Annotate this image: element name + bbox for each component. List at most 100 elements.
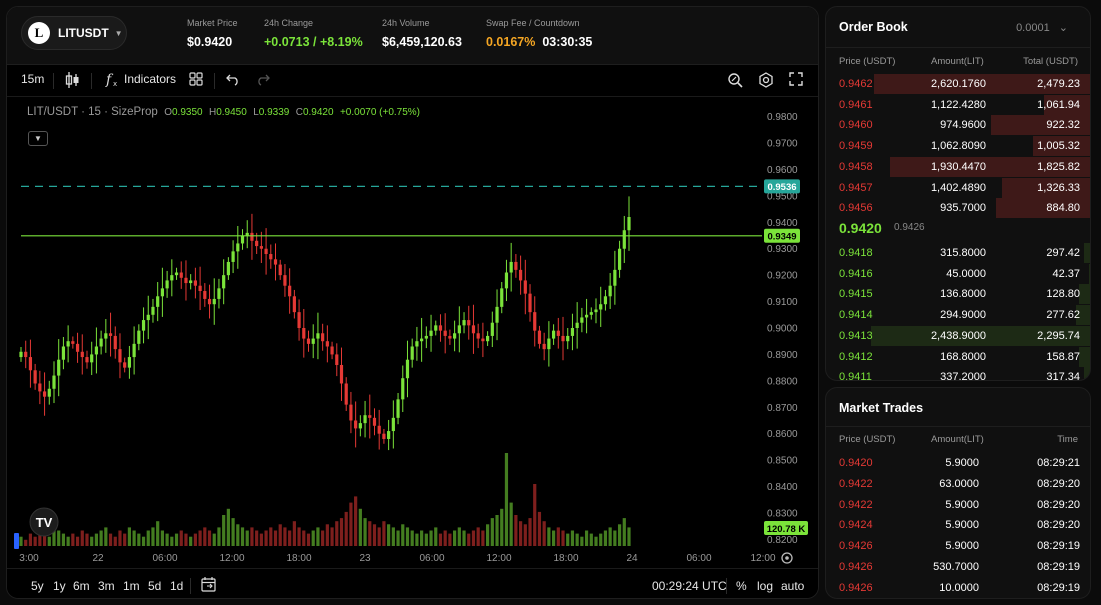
swap-label: Swap Fee / Countdown [486, 18, 580, 28]
indicators-button[interactable]: Indicators [124, 72, 177, 86]
chart-legend: LIT/USDT · 15 · SizeProp O0.9350 H0.9450… [27, 106, 420, 118]
candle-body [551, 330, 556, 339]
volume-bar [599, 533, 603, 546]
range-3m[interactable]: 3m [98, 579, 115, 593]
volume-bar [316, 527, 320, 546]
legend-collapse-button[interactable]: ▼ [28, 131, 48, 146]
ask-row[interactable]: 0.9456 935.7000 884.80 [826, 198, 1090, 219]
ask-row[interactable]: 0.9460 974.9600 922.32 [826, 115, 1090, 136]
candle-type-icon[interactable] [65, 71, 81, 92]
tradingview-logo[interactable]: TV [29, 507, 59, 537]
interval-button[interactable]: 15m [21, 72, 45, 86]
trade-amount: 5.9000 [945, 540, 979, 553]
order-total: 297.42 [1046, 247, 1080, 259]
volume-bar [330, 527, 334, 546]
bid-row[interactable]: 0.9413 2,438.9000 2,295.74 [826, 325, 1090, 346]
volume-bar [401, 524, 405, 546]
percent-toggle[interactable]: % [736, 579, 747, 593]
trade-time: 08:29:19 [1037, 561, 1080, 573]
x-tick-label: 3:00 [19, 553, 39, 564]
range-6m[interactable]: 6m [73, 579, 90, 593]
range-5d[interactable]: 5d [148, 579, 162, 593]
trade-price: 0.9426 [839, 540, 873, 553]
swap-stat: Swap Fee / Countdown 0.0167% 03:30:35 [486, 18, 592, 49]
volume-tag [764, 521, 808, 535]
market-price-value: $0.9420 [187, 35, 233, 49]
order-total: 128.80 [1046, 288, 1080, 301]
layout-grid-icon[interactable] [189, 72, 203, 89]
volume-bar [617, 524, 622, 546]
range-1m[interactable]: 1m [123, 579, 140, 593]
candle-body [354, 420, 358, 429]
search-zoom-icon[interactable] [727, 72, 743, 91]
chart-canvas[interactable]: 0.9800 0.9700 0.9600 0.9500 0.9400 0.9300 0.92… [7, 98, 819, 568]
volume-bar [38, 530, 42, 546]
candle-body [151, 306, 155, 315]
candle-body [453, 333, 457, 339]
settings-icon[interactable] [758, 72, 774, 91]
candle-body [462, 320, 466, 326]
bid-row[interactable]: 0.9412 168.8000 158.87 [826, 346, 1090, 367]
order-price: 0.9416 [839, 267, 873, 280]
candle-body [603, 296, 608, 305]
chevron-down-icon: ⌄ [1058, 22, 1068, 34]
volume-bar [325, 524, 329, 546]
utc-clock[interactable]: 00:29:24 UTC [652, 579, 727, 593]
bid-row[interactable]: 0.9415 136.8000 128.80 [826, 284, 1090, 305]
candle-body [401, 378, 405, 400]
volume-bar [424, 533, 428, 546]
x-tick-label: 06:00 [152, 553, 177, 564]
symbol-selector[interactable]: L LITUSDT ▼ [21, 16, 127, 50]
bid-row[interactable]: 0.9416 45.0000 42.37 [826, 263, 1090, 284]
candle-body [467, 320, 471, 326]
candle-body [217, 288, 221, 299]
ask-row[interactable]: 0.9461 1,122.4280 1,061.94 [826, 94, 1090, 115]
volume-bar [547, 527, 551, 546]
bid-row[interactable]: 0.9411 337.2000 317.34 [826, 367, 1090, 380]
redo-icon[interactable] [256, 72, 270, 89]
ask-row[interactable]: 0.9457 1,402.4890 1,326.33 [826, 177, 1090, 198]
volume-bar [551, 530, 556, 546]
mt-price-header: Price (USDT) [839, 434, 896, 445]
tick-size-select[interactable]: 0.0001 ⌄ [1016, 21, 1068, 34]
depth-bar [1078, 284, 1090, 305]
trade-time: 08:29:19 [1037, 540, 1080, 553]
range-1d[interactable]: 1d [170, 579, 184, 593]
volume-bar [627, 527, 631, 546]
volume-bar [481, 530, 485, 546]
mid-price[interactable]: 0.9420 [839, 220, 882, 236]
ask-row[interactable]: 0.9458 1,930.4470 1,825.82 [826, 156, 1090, 177]
volume-bar [420, 530, 424, 546]
tick-size-value: 0.0001 [1016, 22, 1050, 34]
volume-bar [358, 508, 362, 546]
undo-icon[interactable] [226, 72, 240, 89]
bid-row[interactable]: 0.9414 294.9000 277.62 [826, 305, 1090, 326]
fullscreen-icon[interactable] [789, 72, 803, 89]
volume-bar [306, 533, 311, 546]
volume-bar [556, 527, 560, 546]
volume-bar [42, 533, 47, 546]
ask-row[interactable]: 0.9459 1,062.8090 1,005.32 [826, 136, 1090, 157]
axis-settings-icon[interactable] [781, 552, 793, 564]
swap-fee: 0.0167% [486, 35, 536, 49]
range-5y[interactable]: 5y [31, 579, 44, 593]
legend-open: 0.9350 [171, 107, 203, 118]
auto-toggle[interactable]: auto [781, 579, 805, 593]
calendar-goto-icon[interactable] [201, 577, 217, 595]
order-total: 1,326.33 [1037, 181, 1080, 194]
x-tick-label: 06:00 [419, 553, 444, 564]
volume-bar [523, 524, 527, 546]
order-amount: 974.9600 [940, 119, 986, 132]
volume-bar [486, 524, 490, 546]
candlestick-chart[interactable]: 0.9800 0.9700 0.9600 0.9500 0.9400 0.9300 0.92… [7, 98, 819, 568]
candle-body [278, 264, 282, 276]
ask-row[interactable]: 0.9462 2,620.1760 2,479.23 [826, 74, 1090, 94]
order-total: 1,825.82 [1037, 160, 1080, 173]
bid-row[interactable]: 0.9418 315.8000 297.42 [826, 243, 1090, 263]
log-toggle[interactable]: log [757, 579, 774, 593]
volume-bar [71, 533, 75, 546]
range-1y[interactable]: 1y [53, 579, 66, 593]
candle-body [306, 338, 311, 344]
trade-row: 0.9426 5.9000 08:29:19 [826, 536, 1090, 556]
